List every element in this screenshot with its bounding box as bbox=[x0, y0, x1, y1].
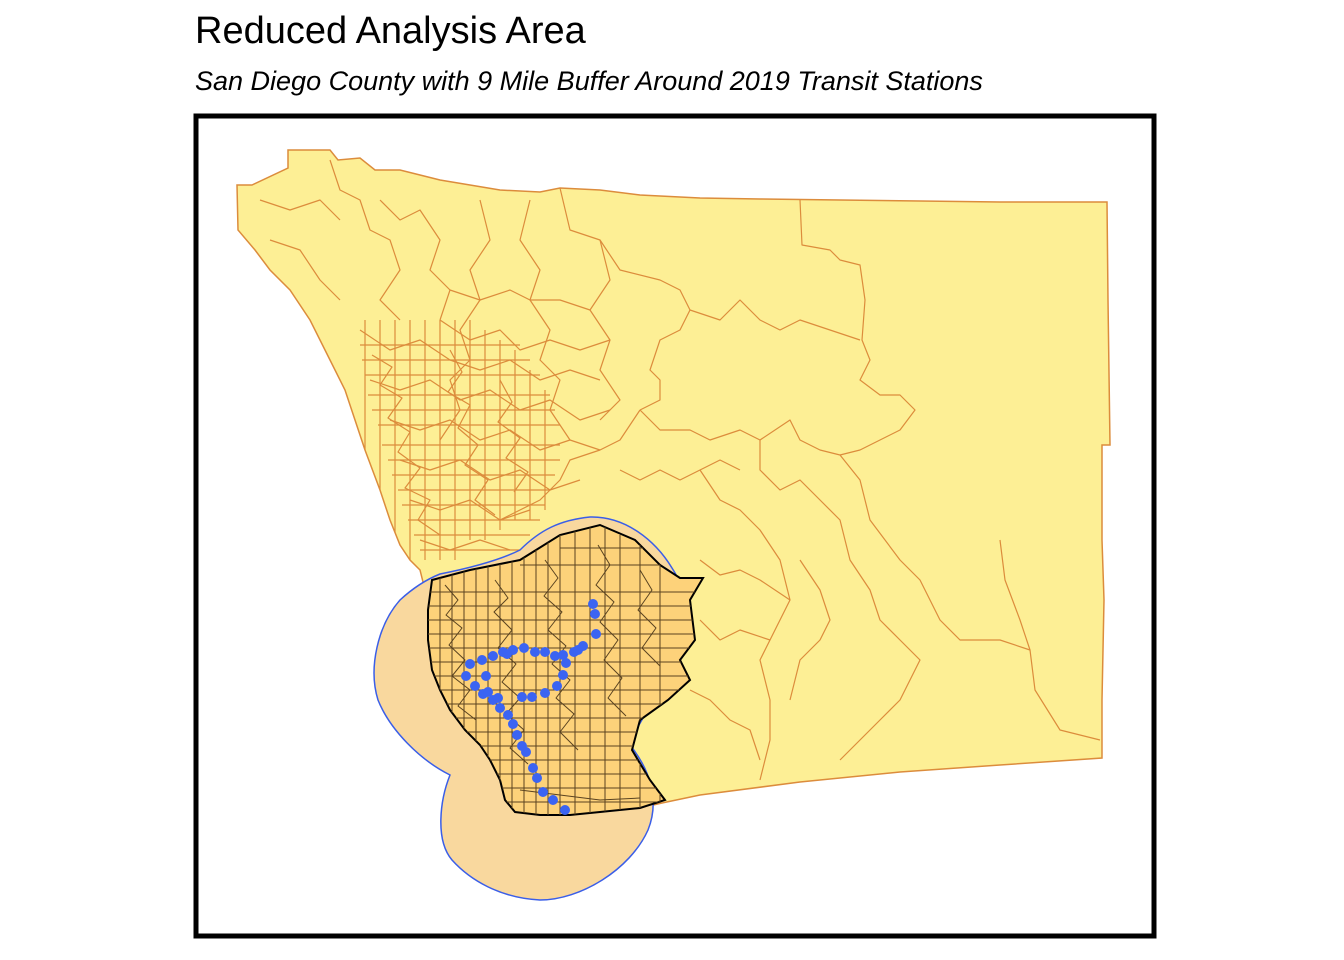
tract-boundary bbox=[689, 299, 861, 341]
station-marker bbox=[590, 609, 600, 619]
tract-boundary bbox=[360, 344, 560, 551]
station-marker bbox=[528, 763, 538, 773]
tract-boundary bbox=[371, 354, 441, 536]
tract-boundary bbox=[789, 559, 831, 701]
station-marker bbox=[552, 681, 562, 691]
station-marker bbox=[477, 655, 487, 665]
station-marker bbox=[540, 688, 550, 698]
station-marker bbox=[527, 692, 537, 702]
station-marker bbox=[488, 651, 498, 661]
station-marker bbox=[558, 670, 568, 680]
station-marker bbox=[521, 747, 531, 757]
map-panel bbox=[193, 113, 1157, 939]
station-marker bbox=[483, 687, 493, 697]
station-marker bbox=[493, 693, 503, 703]
station-marker bbox=[519, 643, 529, 653]
station-marker bbox=[495, 703, 505, 713]
station-marker bbox=[517, 692, 527, 702]
station-marker bbox=[503, 710, 513, 720]
tract-boundary bbox=[329, 159, 401, 321]
map-subtitle: San Diego County with 9 Mile Buffer Arou… bbox=[195, 66, 983, 96]
tract-boundary bbox=[447, 349, 496, 516]
station-marker bbox=[470, 681, 480, 691]
station-marker bbox=[550, 651, 560, 661]
tract-boundary bbox=[359, 329, 601, 381]
county-tracts-layer bbox=[236, 149, 1111, 816]
tract-boundary bbox=[259, 199, 341, 301]
tract-boundary bbox=[689, 689, 761, 761]
station-marker bbox=[530, 647, 540, 657]
station-marker bbox=[502, 649, 512, 659]
station-marker bbox=[508, 719, 518, 729]
station-marker bbox=[573, 645, 583, 655]
tract-boundary bbox=[519, 199, 571, 441]
tract-boundary bbox=[497, 379, 529, 493]
station-marker bbox=[588, 599, 598, 609]
tract-boundary bbox=[839, 454, 1031, 651]
county-outline bbox=[236, 149, 1111, 816]
map-title: Reduced Analysis Area bbox=[195, 10, 586, 52]
station-marker bbox=[512, 730, 522, 740]
station-marker bbox=[591, 629, 601, 639]
station-marker bbox=[540, 647, 550, 657]
station-marker bbox=[465, 659, 475, 669]
station-marker bbox=[532, 773, 542, 783]
tract-boundary bbox=[619, 459, 741, 481]
tract-boundary bbox=[699, 559, 791, 601]
tract-boundary bbox=[493, 579, 529, 765]
tract-boundary bbox=[449, 289, 591, 311]
reduced-area-tracts-layer bbox=[427, 523, 705, 816]
station-marker bbox=[481, 671, 491, 681]
map-frame-border bbox=[193, 113, 1157, 939]
tract-boundary bbox=[595, 544, 627, 717]
transit-stations-layer bbox=[461, 599, 601, 815]
tract-boundary bbox=[419, 539, 511, 551]
station-marker bbox=[538, 787, 548, 797]
station-marker bbox=[461, 671, 471, 681]
tract-boundary bbox=[699, 619, 771, 641]
station-marker bbox=[560, 805, 570, 815]
tract-boundary bbox=[759, 440, 921, 761]
reduced-area-outline bbox=[427, 523, 705, 816]
tract-boundary bbox=[439, 199, 491, 441]
tract-boundary bbox=[444, 584, 477, 721]
tract-boundary bbox=[799, 199, 916, 456]
tract-boundary bbox=[639, 409, 841, 456]
station-marker bbox=[548, 795, 558, 805]
tract-boundary bbox=[499, 409, 641, 521]
tract-boundary bbox=[637, 569, 661, 667]
station-marker bbox=[561, 658, 571, 668]
station-marker bbox=[558, 650, 568, 660]
